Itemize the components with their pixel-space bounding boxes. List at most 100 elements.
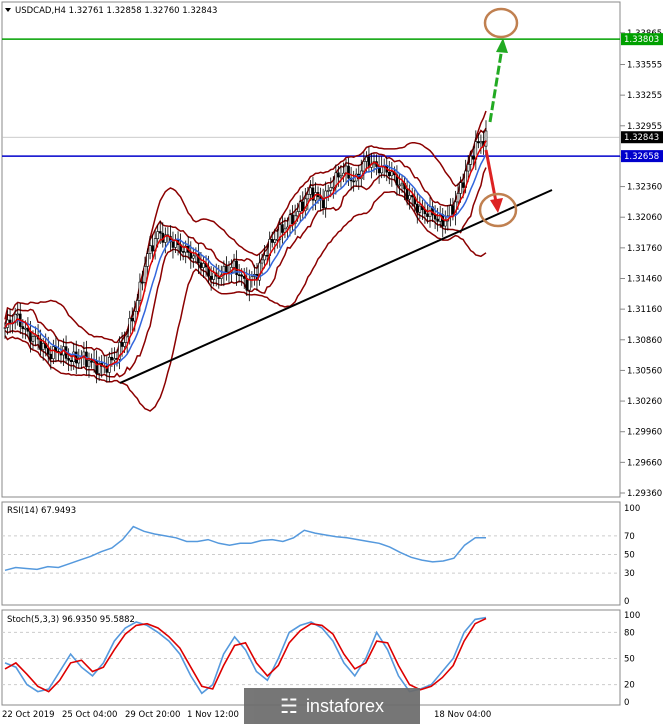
candle-body <box>466 164 470 172</box>
candle-body <box>242 276 246 279</box>
candle-body <box>306 194 310 200</box>
candle-body <box>16 313 20 316</box>
candle-body <box>362 161 366 172</box>
candle-body <box>41 343 45 350</box>
candle-body <box>265 254 269 257</box>
candle-body <box>3 327 7 329</box>
candle-body <box>337 172 340 178</box>
dropdown-triangle-icon[interactable] <box>5 8 11 12</box>
candle-body <box>120 342 124 347</box>
indicator-axis-label: 100 <box>624 611 640 621</box>
candle-body <box>400 182 404 186</box>
level-label-bg <box>621 150 663 163</box>
candle-body <box>273 239 277 243</box>
price-tick-label: 1.30560 <box>627 366 662 376</box>
price-tick-label: 1.33555 <box>627 60 662 70</box>
candle-body <box>13 314 17 324</box>
candle-body <box>451 205 455 215</box>
candle-body <box>390 171 394 177</box>
candle-body <box>199 262 203 268</box>
price-tick-label: 1.29360 <box>627 489 662 499</box>
bollinger-upper-narrow <box>4 127 487 357</box>
candle-body <box>387 171 391 177</box>
indicator-axis-label: 50 <box>624 655 635 665</box>
candle-body <box>270 238 274 243</box>
candle-body <box>21 326 25 330</box>
price-tick-label: 1.29660 <box>627 458 662 468</box>
indicator-axis-label: 70 <box>624 532 635 542</box>
candle-body <box>477 141 480 144</box>
indicator-axis-label: 0 <box>624 597 629 607</box>
candle-body <box>123 342 126 347</box>
candle-body <box>471 155 475 160</box>
candle-body <box>90 360 93 363</box>
rsi-line <box>4 525 486 572</box>
date-label: 18 Nov 04:00 <box>434 710 491 720</box>
indicator-axis-label: 80 <box>624 628 635 638</box>
ma-red <box>4 140 487 370</box>
candle-body <box>222 266 226 276</box>
candle-body <box>69 360 73 363</box>
candle-body <box>459 182 462 194</box>
candle-body <box>110 356 114 361</box>
candle-body <box>248 279 251 291</box>
candle-body <box>24 327 27 330</box>
level-label-bg <box>621 33 663 46</box>
level-label: 1.33803 <box>624 35 659 45</box>
candle-body <box>321 199 325 209</box>
candle-body <box>31 336 35 342</box>
indicator-axis-label: 30 <box>624 569 635 579</box>
candle-body <box>398 184 401 187</box>
candle-body <box>281 224 284 233</box>
current-price-label: 1.32843 <box>624 133 659 143</box>
candle-body <box>410 195 414 198</box>
price-tick-label: 1.32955 <box>627 122 662 132</box>
candle-body <box>332 186 335 189</box>
price-tick-label: 1.30260 <box>627 397 662 407</box>
candle-body <box>484 130 488 147</box>
price-tick-label: 1.31460 <box>627 274 662 284</box>
candle-body <box>209 275 213 280</box>
bollinger-upper-wide <box>4 110 487 344</box>
candle-body <box>189 252 193 259</box>
chart-symbol: USDCAD,H4 1.32761 1.32858 1.32760 1.3284… <box>15 6 217 16</box>
candle-body <box>138 281 142 301</box>
candle-body <box>67 358 70 361</box>
indicator-axis-label: 20 <box>624 681 635 691</box>
candle-body <box>235 260 238 275</box>
level-label: 1.32658 <box>624 152 659 162</box>
candle-body <box>146 253 149 267</box>
indicator-axis-label: 0 <box>624 698 629 708</box>
candle-body <box>130 318 134 322</box>
candle-body <box>39 338 42 350</box>
candle-body <box>479 141 483 144</box>
candle-body <box>97 363 101 374</box>
candle-body <box>365 156 368 162</box>
candle-body <box>136 300 139 312</box>
watermark-text: instaforex <box>305 695 384 716</box>
candle-body <box>298 201 302 212</box>
candle-body <box>426 213 429 217</box>
candle-body <box>433 214 437 220</box>
candle-body <box>113 358 116 361</box>
price-tick-label: 1.31160 <box>627 305 662 315</box>
candle-body <box>344 165 348 174</box>
candle-body <box>143 266 147 283</box>
candle-body <box>408 195 411 200</box>
price-tick-label: 1.29960 <box>627 428 662 438</box>
candle-body <box>156 231 159 239</box>
candle-body <box>443 220 447 227</box>
candle-body <box>202 263 205 268</box>
candle-body <box>118 342 121 360</box>
candle-body <box>232 260 236 268</box>
candle-body <box>250 276 254 280</box>
candle-body <box>184 245 187 253</box>
green-arrow-line <box>488 47 504 123</box>
green-arrow-icon <box>496 38 508 53</box>
candle-body <box>192 255 195 259</box>
candle-body <box>77 357 81 364</box>
date-label: 29 Oct 20:00 <box>125 710 180 720</box>
candle-body <box>296 211 299 217</box>
date-label: 22 Oct 2019 <box>2 710 55 720</box>
